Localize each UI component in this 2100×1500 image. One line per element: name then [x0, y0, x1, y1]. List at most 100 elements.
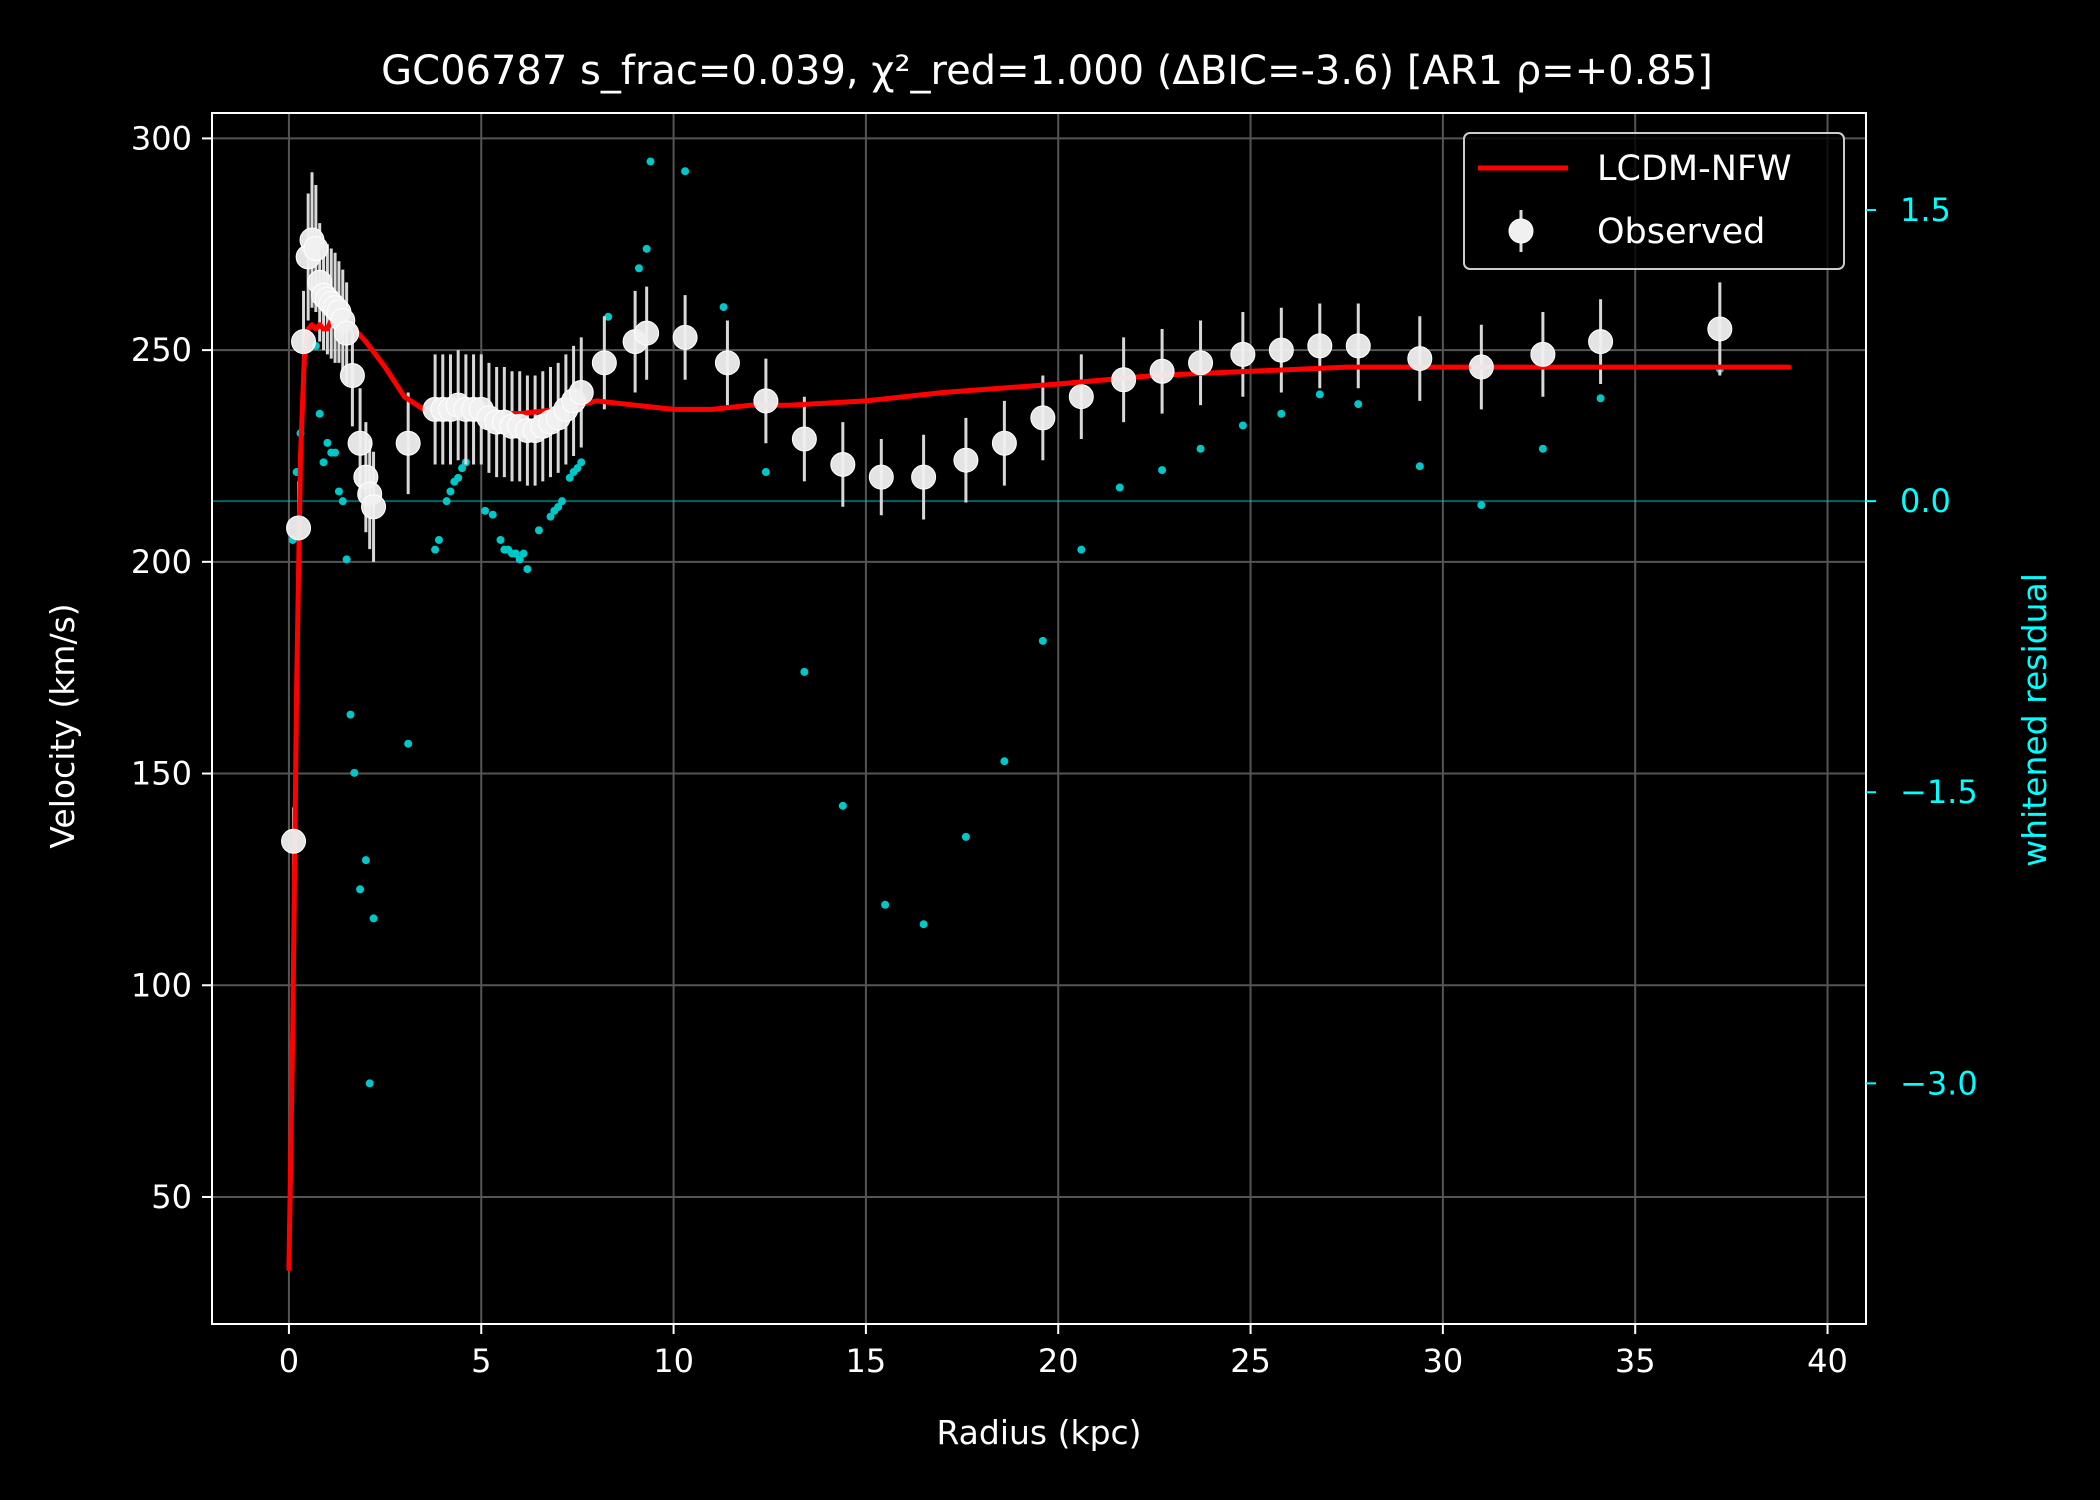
y-tick-label: 50 [151, 1178, 192, 1216]
residual-point [519, 549, 528, 558]
x-axis-ticks: 0 5 10 15 20 25 30 35 40 [279, 1324, 1848, 1380]
residual-point [365, 1079, 374, 1088]
residual-point [488, 510, 497, 519]
residual-point [546, 512, 555, 521]
x-axis-label: Radius (kpc) [936, 1413, 1141, 1452]
legend-observed-marker [1508, 218, 1534, 244]
observed-point [347, 430, 373, 456]
residual-point [515, 555, 524, 564]
residual-point [1277, 409, 1286, 418]
observed-point [281, 828, 307, 854]
residual-point [481, 506, 490, 515]
residual-point [334, 487, 343, 496]
observed-point [830, 451, 856, 477]
residual-point [338, 497, 347, 506]
observed-point [568, 379, 594, 405]
residual-point [446, 487, 455, 496]
x-tick-label: 5 [471, 1342, 491, 1380]
observed-point [1345, 333, 1371, 359]
whitened-residual-series [288, 157, 1724, 1088]
residual-point [442, 497, 451, 506]
x-tick-label: 20 [1038, 1342, 1079, 1380]
observed-series [281, 227, 1733, 854]
x-tick-label: 40 [1807, 1342, 1848, 1380]
observed-point [911, 464, 937, 490]
observed-point [339, 363, 365, 389]
residual-point [319, 458, 328, 467]
y-tick-label: 300 [131, 119, 192, 157]
y-axis-ticks: 50 100 150 200 250 300 [131, 119, 212, 1216]
y-tick-label: 100 [131, 966, 192, 1004]
right-axis-ticks: 1.5 0.0 −1.5 −3.0 [1866, 191, 1978, 1102]
residual-point [1415, 462, 1424, 471]
observed-point [1530, 341, 1556, 367]
observed-point [1407, 346, 1433, 372]
residual-point [323, 438, 332, 447]
residual-point [511, 549, 520, 558]
residual-point [496, 535, 505, 544]
residual-point [404, 739, 413, 748]
residual-point [1077, 545, 1086, 554]
y-tick-label: 250 [131, 331, 192, 369]
observed-point [791, 426, 817, 452]
observed-point [868, 464, 894, 490]
residual-point [1115, 483, 1124, 492]
y-tick-label: 150 [131, 755, 192, 793]
observed-point [1468, 354, 1494, 380]
grid [212, 113, 1866, 1324]
right-tick-label: 0.0 [1900, 482, 1951, 520]
observed-point [361, 494, 387, 520]
observed-point [1030, 405, 1056, 431]
right-axis-label: whitened residual [2015, 573, 2054, 867]
residual-point [434, 535, 443, 544]
right-tick-label: −1.5 [1900, 773, 1978, 811]
residual-point [838, 801, 847, 810]
observed-point [591, 350, 617, 376]
residual-point [331, 448, 340, 457]
residual-point [558, 497, 567, 506]
residual-point [346, 710, 355, 719]
plot-frame [211, 112, 1867, 1325]
residual-point [681, 167, 690, 176]
observed-point [1111, 367, 1137, 393]
right-tick-label: −3.0 [1900, 1064, 1978, 1102]
residual-point [1596, 394, 1605, 403]
residual-point [315, 409, 324, 418]
observed-point [395, 430, 421, 456]
residual-point [761, 468, 770, 477]
right-tick-label: 1.5 [1900, 191, 1951, 229]
observed-point [953, 447, 979, 473]
residual-point [1196, 444, 1205, 453]
y-axis-label: Velocity (km/s) [43, 603, 82, 848]
observed-point [1188, 350, 1214, 376]
residual-point [369, 914, 378, 923]
residual-point [361, 856, 370, 865]
x-tick-label: 0 [279, 1342, 299, 1380]
residual-point [642, 244, 651, 253]
residual-point [719, 303, 728, 312]
x-tick-label: 15 [846, 1342, 887, 1380]
legend: LCDM-NFW Observed [1463, 132, 1845, 270]
residual-point [800, 667, 809, 676]
residual-point [919, 920, 928, 929]
observed-point [303, 235, 329, 261]
residual-point [1477, 501, 1486, 510]
x-tick-label: 10 [653, 1342, 694, 1380]
observed-point [286, 515, 312, 541]
chart-title: GC06787 s_frac=0.039, χ²_red=1.000 (ΔBIC… [381, 48, 1713, 94]
observed-point [1588, 329, 1614, 355]
observed-point [672, 324, 698, 350]
residual-point [534, 526, 543, 535]
observed-point [1149, 358, 1175, 384]
residual-point [342, 555, 351, 564]
residual-point [573, 464, 582, 473]
residual-point [1038, 636, 1047, 645]
residual-point [961, 832, 970, 841]
residual-point [1000, 757, 1009, 766]
residual-point [1315, 390, 1324, 399]
residual-point [554, 502, 563, 511]
residual-point [646, 157, 655, 166]
residual-point [881, 900, 890, 909]
